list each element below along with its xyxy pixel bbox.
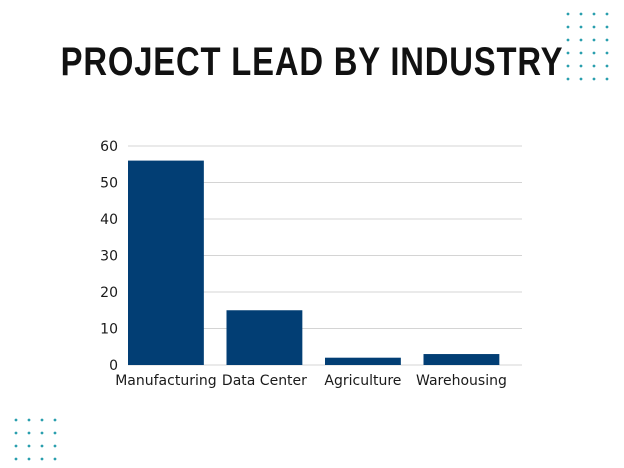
dot [27, 431, 31, 435]
dot [566, 51, 570, 55]
x-category-label: Manufacturing [115, 373, 216, 389]
dot [605, 64, 609, 68]
dot [53, 431, 57, 435]
dot [14, 418, 18, 422]
dot [579, 64, 583, 68]
x-category-label: Agriculture [324, 373, 401, 389]
y-tick-label: 10 [100, 322, 118, 338]
dot [27, 457, 31, 461]
dot [605, 12, 609, 16]
dot [605, 77, 609, 81]
dot [579, 77, 583, 81]
dot [566, 25, 570, 29]
bars [128, 160, 500, 365]
y-tick-label: 50 [100, 176, 118, 192]
x-category-label: Warehousing [416, 373, 507, 389]
y-tick-label: 20 [100, 285, 118, 301]
dot [14, 431, 18, 435]
dot [592, 38, 596, 42]
dot [40, 457, 44, 461]
x-category-label: Data Center [222, 373, 307, 389]
dot [592, 77, 596, 81]
dot [605, 25, 609, 29]
dot [566, 77, 570, 81]
dot [40, 418, 44, 422]
dot [27, 418, 31, 422]
dot [14, 457, 18, 461]
dot [53, 418, 57, 422]
x-axis-labels: Manufacturing Data Center Agriculture Wareh… [115, 373, 507, 389]
dot [592, 64, 596, 68]
dot [592, 51, 596, 55]
dot [566, 38, 570, 42]
dot [566, 12, 570, 16]
bar-data-center [226, 310, 303, 365]
dot [53, 457, 57, 461]
y-tick-label: 40 [100, 212, 118, 228]
dot [53, 444, 57, 448]
dot [579, 51, 583, 55]
bar-agriculture [325, 357, 401, 365]
y-axis-ticks: 0 10 20 30 40 50 60 [100, 139, 118, 374]
bar-manufacturing [128, 160, 204, 365]
dot [579, 12, 583, 16]
chart-title: PROJECT LEAD BY INDUSTRY [60, 40, 564, 84]
dot [579, 25, 583, 29]
y-tick-label: 0 [109, 358, 118, 374]
dot [27, 444, 31, 448]
dot [40, 431, 44, 435]
dot [592, 25, 596, 29]
decorative-dots-top-right [566, 12, 609, 81]
dot [579, 38, 583, 42]
dot [40, 444, 44, 448]
y-tick-label: 30 [100, 249, 118, 265]
dot [14, 444, 18, 448]
dot [605, 51, 609, 55]
y-tick-label: 60 [100, 139, 118, 155]
decorative-dots-bottom-left [14, 418, 57, 461]
dot [605, 38, 609, 42]
bar-warehousing [423, 354, 500, 365]
dot [566, 64, 570, 68]
dot [592, 12, 596, 16]
